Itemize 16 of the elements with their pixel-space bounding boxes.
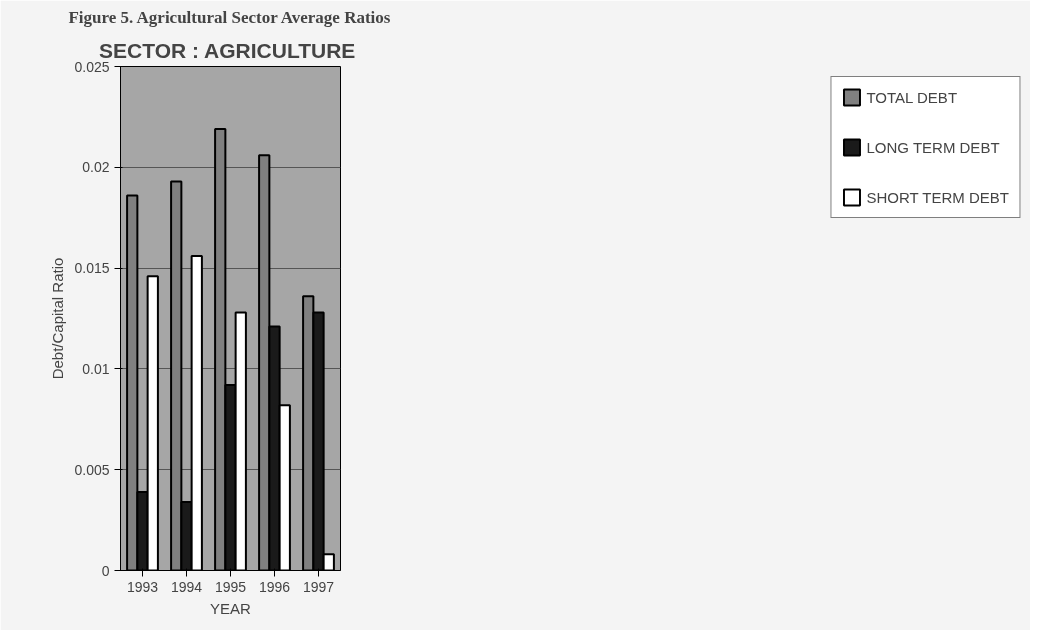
y-tick-label: 0.015 xyxy=(74,260,110,277)
legend-label: LONG TERM DEBT xyxy=(866,138,1000,156)
y-tick-label: 0 xyxy=(101,562,110,579)
y-tick-label: 0.01 xyxy=(82,360,110,377)
x-tick-label: 1994 xyxy=(170,578,203,595)
y-tick-label: 0.005 xyxy=(74,461,110,478)
x-tick-label: 1993 xyxy=(126,578,159,595)
chart-title: Figure 5. Agricultural Sector Average Ratios xyxy=(68,7,391,27)
x-axis-title: YEAR xyxy=(210,599,252,617)
x-tick-label: 1995 xyxy=(214,578,247,595)
x-tick-label: 1997 xyxy=(302,578,335,595)
legend-label: SHORT TERM DEBT xyxy=(866,188,1009,206)
legend-label: TOTAL DEBT xyxy=(866,88,958,106)
y-tick-label: 0.02 xyxy=(82,159,110,176)
y-axis-title: Debt/Capital Ratio xyxy=(49,257,67,380)
x-tick-label: 1996 xyxy=(258,578,291,595)
